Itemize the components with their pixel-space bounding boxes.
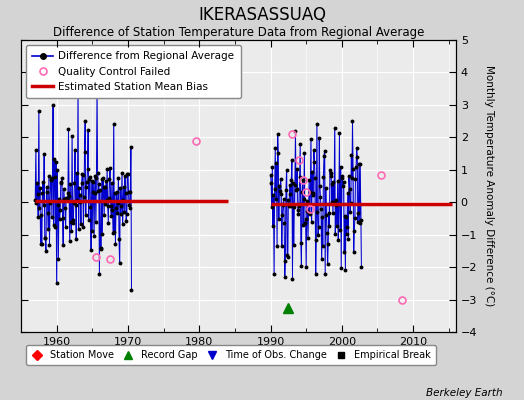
Title: Difference of Station Temperature Data from Regional Average: Difference of Station Temperature Data f… [53,26,424,39]
Text: Berkeley Earth: Berkeley Earth [427,388,503,398]
Text: IKERASASSUAQ: IKERASASSUAQ [198,6,326,24]
Legend: Station Move, Record Gap, Time of Obs. Change, Empirical Break: Station Move, Record Gap, Time of Obs. C… [26,345,436,365]
Y-axis label: Monthly Temperature Anomaly Difference (°C): Monthly Temperature Anomaly Difference (… [484,65,494,307]
